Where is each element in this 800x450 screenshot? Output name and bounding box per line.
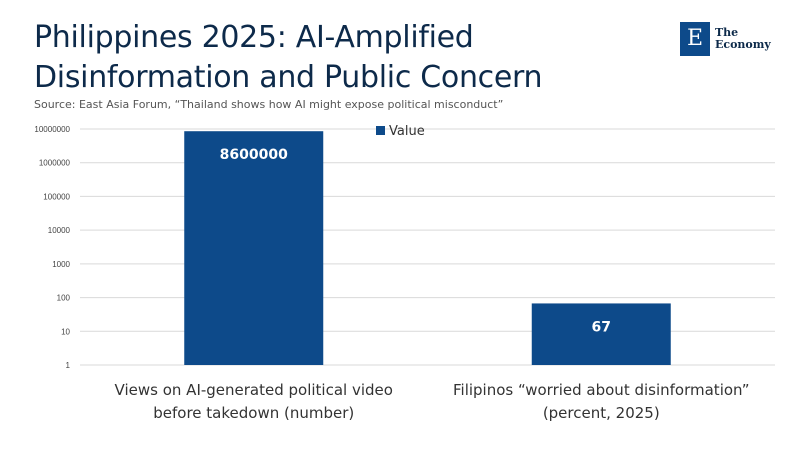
category-label-1-1: (percent, 2025) <box>543 404 660 422</box>
logo-line-2: Economy <box>715 38 771 51</box>
category-label-1-0: Filipinos “worried about disinformation” <box>453 381 750 399</box>
data-label-1: 67 <box>592 319 611 335</box>
legend-label: Value <box>389 124 425 139</box>
logo-line-1: The <box>715 26 739 39</box>
legend-swatch <box>376 126 385 135</box>
y-tick-label-4: 10000 <box>48 226 71 235</box>
bar-0 <box>184 131 324 365</box>
y-tick-label-1: 10 <box>61 327 70 336</box>
y-tick-label-3: 1000 <box>52 260 70 269</box>
logo-text: The Economy <box>715 27 771 51</box>
chart-title: Philippines 2025: AI-Amplified Disinform… <box>34 20 543 95</box>
y-tick-label-2: 100 <box>57 294 71 303</box>
y-tick-label-6: 1000000 <box>39 159 71 168</box>
data-label-0: 8600000 <box>220 147 288 163</box>
category-label-0-1: before takedown (number) <box>153 404 354 422</box>
logo-letter: E <box>680 22 710 56</box>
y-tick-label-5: 100000 <box>43 192 70 201</box>
bar-1 <box>531 303 671 365</box>
category-label-0-0: Views on AI-generated political video <box>115 381 393 399</box>
y-tick-label-0: 1 <box>66 361 71 370</box>
y-tick-label-7: 10000000 <box>34 125 70 134</box>
publisher-logo: E The Economy <box>680 22 771 56</box>
chart-source: Source: East Asia Forum, “Thailand shows… <box>34 98 504 111</box>
